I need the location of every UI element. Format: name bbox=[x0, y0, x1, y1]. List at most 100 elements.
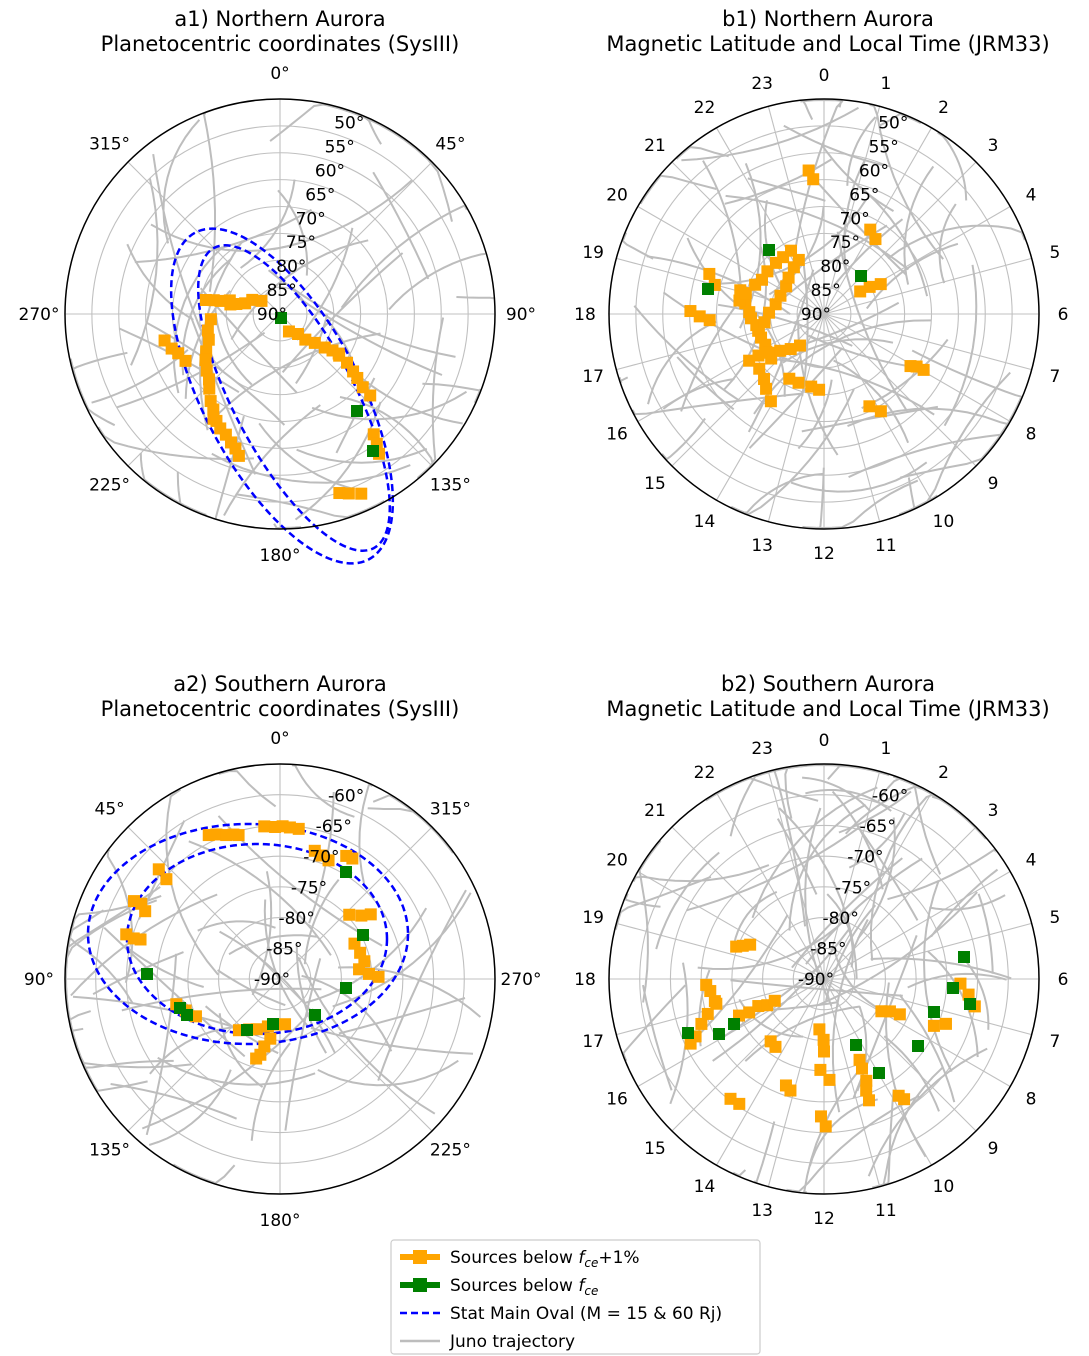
radial-tick-label: -75° bbox=[291, 878, 327, 898]
angle-tick-label: 7 bbox=[1049, 1032, 1060, 1052]
juno-trajectory bbox=[747, 177, 826, 202]
source-fce-1pct bbox=[760, 382, 773, 395]
source-fce-1pct bbox=[927, 1019, 940, 1032]
source-fce-1pct bbox=[210, 828, 223, 841]
angle-tick-label: 270° bbox=[19, 305, 60, 325]
legend-item-trajectory: Juno trajectory bbox=[400, 1332, 575, 1352]
juno-trajectory bbox=[219, 930, 336, 1054]
juno-trajectory bbox=[281, 252, 404, 373]
legend-marker-green bbox=[413, 1278, 427, 1292]
juno-trajectory bbox=[639, 174, 717, 205]
source-fce-1pct bbox=[753, 362, 766, 375]
angle-tick-label: 23 bbox=[751, 739, 773, 759]
source-fce-1pct bbox=[769, 1040, 782, 1053]
radial-tick-label: 85° bbox=[267, 281, 297, 301]
source-fce-1pct bbox=[214, 294, 227, 307]
grid-spoke bbox=[823, 978, 881, 1187]
source-fce-1pct bbox=[346, 852, 359, 865]
source-fce-1pct bbox=[855, 1062, 868, 1075]
juno-trajectory bbox=[833, 359, 910, 444]
angle-tick-label: 3 bbox=[988, 801, 999, 821]
legend-label-oval: Stat Main Oval (M = 15 & 60 Rj) bbox=[450, 1304, 722, 1324]
juno-trajectory bbox=[655, 851, 720, 950]
juno-trajectory bbox=[121, 987, 322, 1012]
source-fce bbox=[850, 1039, 862, 1051]
juno-trajectory bbox=[292, 764, 355, 818]
source-fce-1pct bbox=[342, 487, 355, 500]
source-fce-1pct bbox=[784, 1084, 797, 1097]
juno-trajectory bbox=[456, 296, 495, 300]
juno-trajectory bbox=[662, 378, 735, 410]
source-fce-1pct bbox=[710, 997, 723, 1010]
angle-tick-label: 9 bbox=[988, 474, 999, 494]
juno-trajectory bbox=[388, 252, 486, 311]
juno-trajectory bbox=[846, 116, 877, 186]
chart-title-line1: b2) Southern Aurora bbox=[721, 672, 935, 696]
angle-tick-label: 315° bbox=[89, 135, 130, 155]
juno-trajectory bbox=[808, 1098, 878, 1167]
juno-trajectory bbox=[211, 452, 411, 484]
source-fce bbox=[309, 1009, 321, 1021]
juno-trajectory bbox=[911, 349, 1023, 398]
angle-tick-label: 6 bbox=[1058, 305, 1069, 325]
juno-trajectory bbox=[907, 477, 938, 511]
angle-tick-label: 14 bbox=[694, 512, 716, 532]
juno-trajectory bbox=[844, 785, 943, 835]
juno-trajectory bbox=[614, 875, 712, 930]
grid-spoke bbox=[616, 313, 825, 371]
grid-spoke bbox=[716, 978, 825, 1166]
source-fce bbox=[763, 244, 775, 256]
source-fce bbox=[241, 1024, 253, 1036]
source-fce-1pct bbox=[202, 373, 215, 386]
juno-trajectory bbox=[633, 305, 741, 402]
juno-trajectory bbox=[937, 131, 968, 201]
juno-trajectory bbox=[272, 179, 413, 251]
juno-trajectory bbox=[72, 995, 255, 1035]
juno-trajectory bbox=[786, 1095, 920, 1193]
juno-trajectory bbox=[751, 786, 878, 919]
juno-trajectory bbox=[753, 319, 932, 415]
source-fce bbox=[855, 270, 867, 282]
angle-tick-label: 12 bbox=[813, 1209, 835, 1229]
angle-tick-label: 15 bbox=[644, 1139, 666, 1159]
source-fce-1pct bbox=[343, 908, 356, 921]
source-fce-1pct bbox=[355, 487, 368, 500]
source-fce-1pct bbox=[364, 389, 377, 402]
juno-trajectory bbox=[733, 1169, 747, 1178]
juno-trajectory bbox=[646, 255, 791, 316]
source-fce-1pct bbox=[202, 333, 215, 346]
radial-tick-label: 50° bbox=[334, 114, 364, 134]
angle-tick-label: 14 bbox=[694, 1177, 716, 1197]
radial-tick-label: -85° bbox=[810, 939, 846, 959]
legend-label-green: Sources below fce bbox=[450, 1276, 598, 1298]
angle-tick-label: 23 bbox=[751, 74, 773, 94]
angle-tick-label: 1 bbox=[880, 74, 891, 94]
juno-trajectory bbox=[176, 471, 207, 516]
source-fce-1pct bbox=[322, 854, 335, 867]
source-fce-1pct bbox=[813, 383, 826, 396]
angle-tick-label: 2 bbox=[938, 763, 949, 783]
juno-trajectory bbox=[332, 892, 472, 1008]
juno-trajectory bbox=[317, 1059, 459, 1087]
source-fce-1pct bbox=[785, 244, 798, 257]
juno-trajectory bbox=[296, 227, 354, 341]
angle-tick-label: 22 bbox=[694, 98, 716, 118]
source-fce-1pct bbox=[860, 1084, 873, 1097]
angle-tick-label: 13 bbox=[751, 536, 773, 556]
source-fce bbox=[181, 1009, 193, 1021]
juno-trajectory bbox=[126, 946, 204, 988]
juno-trajectory bbox=[797, 379, 833, 450]
juno-trajectory bbox=[801, 254, 809, 397]
juno-trajectory bbox=[806, 169, 907, 276]
juno-trajectory bbox=[358, 783, 373, 885]
juno-trajectory bbox=[776, 818, 818, 895]
source-fce-1pct bbox=[308, 336, 321, 349]
legend-box bbox=[390, 1239, 761, 1355]
source-fce-1pct bbox=[743, 1006, 756, 1019]
source-fce-1pct bbox=[807, 173, 820, 186]
angle-tick-label: 2 bbox=[938, 98, 949, 118]
grid-spoke bbox=[823, 127, 932, 315]
radial-tick-label: 55° bbox=[325, 138, 355, 158]
juno-trajectory bbox=[898, 994, 956, 1103]
source-fce-1pct bbox=[817, 1033, 830, 1046]
